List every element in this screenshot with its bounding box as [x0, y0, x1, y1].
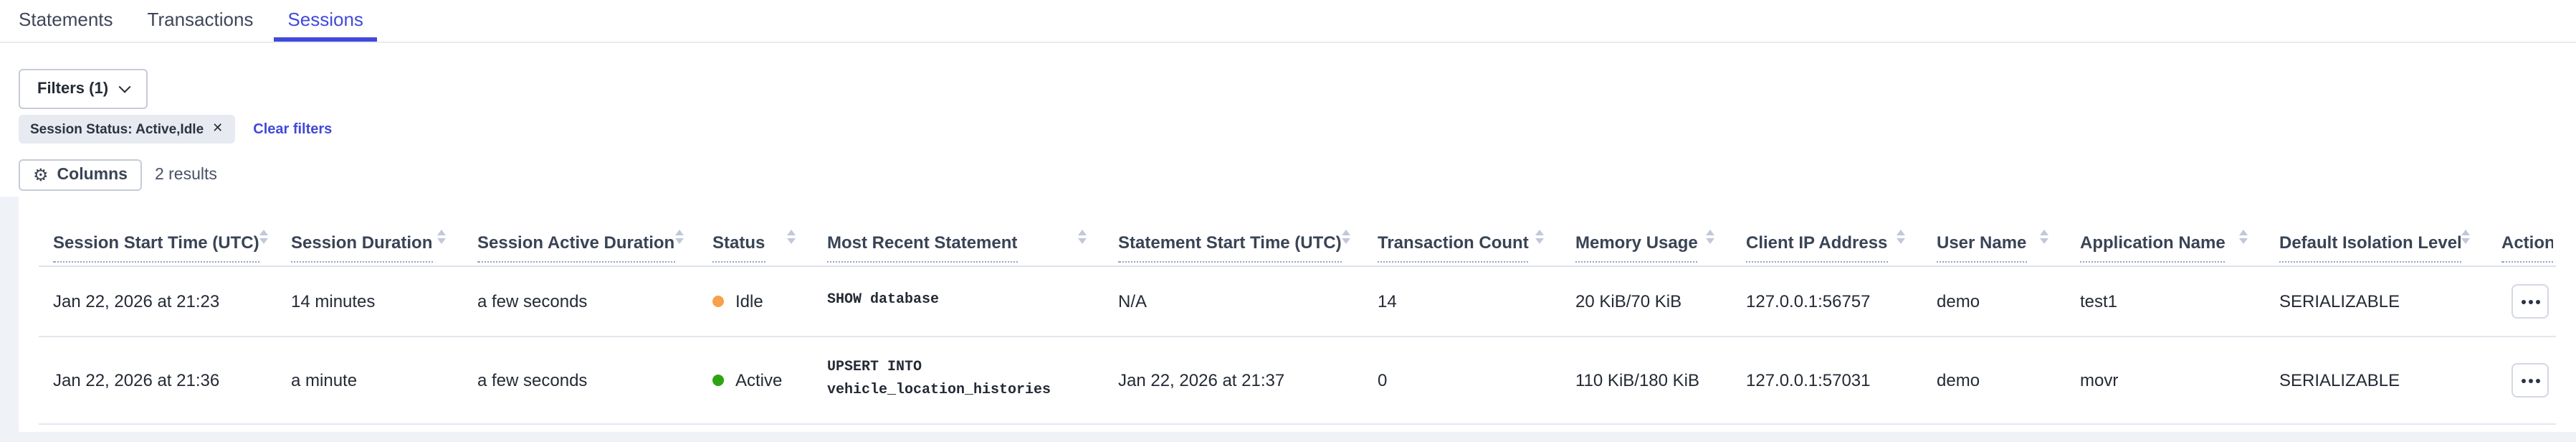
- table-row: Jan 22, 2026 at 21:36 a minute a few sec…: [39, 337, 2556, 425]
- sort-carets-icon: [787, 230, 796, 244]
- table-row: Jan 22, 2026 at 21:23 14 minutes a few s…: [39, 267, 2556, 337]
- cell-most-recent-statement: SHOW database: [827, 293, 940, 309]
- column-header-statement-start-time[interactable]: Statement Start Time (UTC): [1104, 230, 1363, 265]
- cell-memory-usage: 110 KiB/180 KiB: [1575, 370, 1700, 390]
- clear-filters-link[interactable]: Clear filters: [253, 121, 333, 137]
- row-actions-button[interactable]: [2511, 284, 2549, 319]
- cell-statement-start-time: N/A: [1118, 291, 1148, 311]
- status-label: Active: [735, 370, 783, 390]
- cell-session-duration: a minute: [291, 370, 358, 390]
- column-header-application-name[interactable]: Application Name: [2066, 230, 2265, 265]
- filters-button[interactable]: Filters (1): [19, 69, 148, 109]
- cell-default-isolation-level: SERIALIZABLE: [2279, 370, 2400, 390]
- columns-button-label: Columns: [57, 166, 128, 184]
- ellipsis-icon: [2521, 299, 2539, 304]
- cell-actions: [2487, 284, 2553, 319]
- column-header-session-duration[interactable]: Session Duration: [277, 230, 463, 265]
- sort-carets-icon: [2239, 230, 2248, 244]
- column-header-transaction-count[interactable]: Transaction Count: [1363, 230, 1561, 265]
- filter-chip: Session Status: Active,Idle ✕: [19, 115, 235, 144]
- cell-transaction-count: 14: [1378, 291, 1397, 311]
- cell-session-active-duration: a few seconds: [477, 291, 588, 311]
- cell-most-recent-statement: UPSERT INTO vehicle_location_histories: [827, 360, 1051, 399]
- cell-application-name: movr: [2080, 370, 2119, 390]
- table-section: Session Start Time (UTC) Session Duratio…: [0, 197, 2576, 442]
- tab-bar: Statements Transactions Sessions: [0, 0, 2576, 43]
- cell-session-start-time: Jan 22, 2026 at 21:36: [53, 370, 220, 390]
- applied-filters-row: Session Status: Active,Idle ✕ Clear filt…: [19, 115, 2576, 144]
- filters-button-label: Filters (1): [37, 80, 109, 98]
- results-count: 2 results: [154, 166, 217, 184]
- row-actions-button[interactable]: [2511, 363, 2549, 398]
- column-header-client-ip-address[interactable]: Client IP Address: [1732, 230, 1922, 265]
- sort-carets-icon: [437, 230, 446, 244]
- sort-carets-icon: [259, 230, 268, 244]
- chevron-down-icon: [118, 80, 130, 93]
- cell-client-ip-address: 127.0.0.1:56757: [1746, 291, 1871, 311]
- tab-transactions[interactable]: Transactions: [147, 9, 254, 30]
- cell-session-start-time: Jan 22, 2026 at 21:23: [53, 291, 220, 311]
- column-header-status[interactable]: Status: [698, 230, 813, 265]
- column-header-user-name[interactable]: User Name: [1922, 230, 2066, 265]
- sort-carets-icon: [1897, 230, 1905, 244]
- sessions-table: Session Start Time (UTC) Session Duratio…: [19, 197, 2576, 432]
- cell-user-name: demo: [1937, 291, 1980, 311]
- cell-session-active-duration: a few seconds: [477, 370, 588, 390]
- filters-row: Filters (1): [19, 69, 2576, 109]
- cell-application-name: test1: [2080, 291, 2118, 311]
- status-dot: [712, 375, 724, 386]
- sort-carets-icon: [1341, 230, 1350, 244]
- cell-status: Idle: [698, 291, 813, 311]
- table-toolbar: ⚙ Columns 2 results: [19, 159, 2576, 191]
- tab-statements[interactable]: Statements: [19, 9, 113, 30]
- cell-status: Active: [698, 370, 813, 390]
- table-header-row: Session Start Time (UTC) Session Duratio…: [39, 197, 2556, 267]
- cell-session-duration: 14 minutes: [291, 291, 376, 311]
- column-header-most-recent-statement[interactable]: Most Recent Statement: [813, 230, 1104, 265]
- sort-carets-icon: [1706, 230, 1714, 244]
- column-header-actions: Actions: [2487, 232, 2553, 265]
- column-header-default-isolation-level[interactable]: Default Isolation Level: [2265, 230, 2487, 265]
- filter-chip-label: Session Status: Active,Idle: [30, 121, 204, 137]
- status-dot: [712, 296, 724, 307]
- cell-default-isolation-level: SERIALIZABLE: [2279, 291, 2400, 311]
- cell-actions: [2487, 363, 2553, 398]
- close-icon[interactable]: ✕: [212, 121, 224, 136]
- column-header-memory-usage[interactable]: Memory Usage: [1561, 230, 1732, 265]
- ellipsis-icon: [2521, 378, 2539, 382]
- tab-sessions[interactable]: Sessions: [273, 0, 378, 42]
- column-header-session-start-time[interactable]: Session Start Time (UTC): [39, 230, 277, 265]
- sort-carets-icon: [1078, 230, 1087, 244]
- status-label: Idle: [735, 291, 763, 311]
- cell-statement-start-time: Jan 22, 2026 at 21:37: [1118, 370, 1285, 390]
- column-header-session-active-duration[interactable]: Session Active Duration: [463, 230, 698, 265]
- sort-carets-icon: [1535, 230, 1544, 244]
- sort-carets-icon: [2461, 230, 2471, 244]
- gear-icon: ⚙: [33, 165, 49, 185]
- cell-user-name: demo: [1937, 370, 1980, 390]
- cell-transaction-count: 0: [1378, 370, 1388, 390]
- cell-client-ip-address: 127.0.0.1:57031: [1746, 370, 1871, 390]
- sort-carets-icon: [2040, 230, 2048, 244]
- sort-carets-icon: [674, 230, 684, 244]
- cell-memory-usage: 20 KiB/70 KiB: [1575, 291, 1682, 311]
- columns-button[interactable]: ⚙ Columns: [19, 159, 142, 191]
